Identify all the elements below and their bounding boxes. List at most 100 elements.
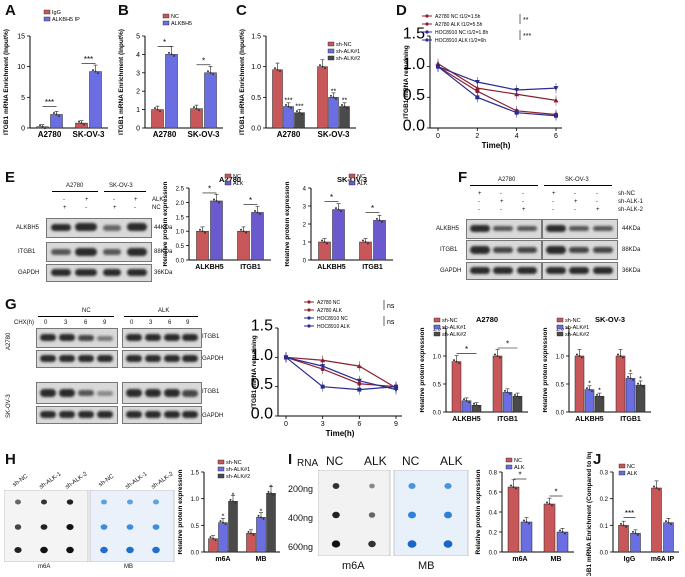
x-tick-label: A2780 — [277, 130, 301, 139]
legend-label: sh-NC — [226, 460, 242, 466]
band — [126, 334, 142, 341]
y-tick-label: 0.5 — [556, 383, 565, 389]
panel-label-g: G — [5, 296, 17, 313]
y-tick-label: 5 — [136, 34, 140, 41]
dot — [101, 499, 107, 505]
x-tick-label: 4 — [515, 133, 519, 140]
legend-swatch — [433, 317, 441, 323]
y-axis-label: ITGB1 mRNA remaining — [403, 45, 410, 118]
y-tick-label: 0.5 — [191, 524, 200, 530]
y-tick-label: 0.5 — [403, 87, 425, 104]
data-point — [670, 523, 672, 526]
blot-g-cell-skov3: SK-OV-3 — [6, 394, 12, 418]
legend-label: sh-ALK#2 — [442, 332, 466, 338]
data-point — [514, 393, 516, 396]
blot-f-row-shnc: sh-NC — [618, 191, 636, 197]
chart-h: 0.0 0.5 1.0 1.5 Relative protein expression m… — [178, 459, 280, 563]
data-point — [596, 393, 598, 396]
data-point — [301, 113, 303, 116]
dot — [331, 540, 341, 548]
data-point — [465, 399, 468, 402]
legend-label: NC — [514, 458, 522, 464]
band — [51, 269, 71, 276]
chart-e-skov3: 0 1 2 3 4 Relative protein expression ALKBH5 IT… — [285, 173, 393, 271]
bar — [237, 230, 250, 261]
data-point — [173, 54, 175, 57]
blot-g-protein-itgb1: ITGB1 — [202, 334, 220, 340]
sign: + — [552, 191, 556, 197]
legend-swatch — [505, 464, 513, 470]
legend-label: HOC8910 NC t1/2=1.8h — [435, 30, 488, 36]
legend-label: A2780 NC t1/2=1.5h — [435, 14, 481, 20]
data-point — [262, 517, 265, 520]
data-point — [463, 398, 465, 401]
bar — [625, 378, 636, 413]
data-point — [168, 51, 170, 54]
y-tick-label: 1.0 — [251, 64, 261, 71]
band — [569, 247, 589, 253]
sig-label: ns — [387, 319, 395, 326]
x-tick-label: MB — [551, 556, 562, 563]
x-axis-label: Time(h) — [326, 429, 355, 438]
data-point — [83, 123, 85, 126]
data-point — [276, 68, 279, 71]
data-point — [378, 219, 381, 222]
chart-b: 0 1 2 3 4 5 ITGB1 mRNA Enrichment (Input%) A278… — [118, 13, 223, 139]
y-axis-label: Relative protein expression — [543, 328, 549, 413]
data-point — [219, 520, 222, 523]
bar — [630, 533, 641, 553]
x-tick-label: MB — [256, 556, 267, 563]
data-point — [198, 109, 200, 112]
y-tick-label: 3 — [303, 205, 307, 211]
point — [435, 64, 441, 70]
band — [593, 267, 613, 274]
y-tick-label: 1.5 — [176, 215, 185, 221]
data-point — [39, 124, 41, 127]
dotblot-i-amount: 200ng — [288, 484, 314, 494]
x-tick-label: 3 — [321, 421, 325, 428]
data-point — [58, 115, 60, 118]
y-tick-label: 5 — [21, 95, 25, 102]
data-point — [634, 532, 637, 535]
y-axis-label: ITGB1 mRNA Enrichment (Input%) — [3, 29, 10, 135]
chart-i: 0.0 0.2 0.4 0.6 0.8 Relative protein expressi… — [475, 457, 574, 563]
data-point — [622, 524, 625, 527]
blot-e-membrane-itgb1 — [46, 242, 152, 262]
blot-g-cell-a2780: A2780 — [6, 332, 12, 350]
x-tick-label: m6A IP — [651, 556, 675, 563]
bar — [502, 392, 513, 413]
y-tick-label: 15 — [17, 34, 25, 41]
chart-title: A2780 — [219, 175, 241, 184]
data-point — [218, 201, 220, 204]
blot-g-chx-label: CHX(h) — [14, 320, 35, 326]
bar — [507, 486, 520, 553]
legend-marker — [425, 38, 429, 42]
sign: - — [574, 191, 576, 197]
sig-label: * — [249, 196, 252, 205]
dot — [444, 511, 452, 519]
data-point — [213, 198, 215, 201]
data-point — [267, 490, 270, 493]
band — [103, 249, 121, 255]
y-tick-label: 1.0 — [176, 230, 185, 236]
legend-swatch — [43, 9, 51, 15]
point — [474, 80, 480, 85]
blot-e-membrane-alkbh5 — [46, 218, 152, 238]
y-tick-label: 0.0 — [600, 551, 609, 557]
legend-label: sh-ALK#1 — [565, 325, 589, 331]
blot-g-time: 0 — [130, 320, 134, 326]
sign: + — [478, 191, 482, 197]
y-tick-label: 1.0 — [433, 355, 442, 361]
bar — [451, 361, 462, 413]
sign: + — [522, 207, 526, 213]
blot-e-size-44: 44KDa — [154, 225, 173, 231]
bar — [359, 241, 372, 261]
bar — [556, 531, 569, 553]
data-point — [576, 353, 578, 356]
y-tick-label: 1 — [303, 241, 307, 247]
data-point — [548, 503, 551, 505]
blot-g-membrane — [36, 350, 118, 368]
blot-f-protein-alkbh5: ALKBH5 — [436, 226, 460, 232]
band — [75, 248, 97, 256]
dot — [66, 499, 74, 505]
